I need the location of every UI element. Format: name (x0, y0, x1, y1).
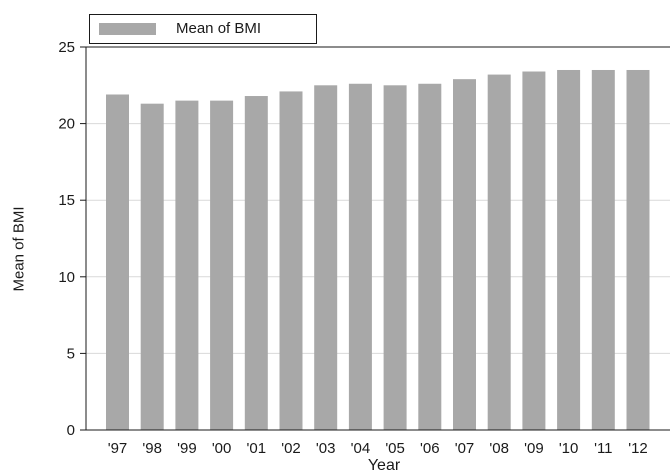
y-tick-label: 20 (58, 116, 75, 133)
bar (522, 71, 546, 431)
bar (140, 103, 164, 431)
bar (210, 100, 234, 431)
bar (487, 74, 511, 431)
x-tick-label: '12 (628, 440, 648, 457)
bar (279, 91, 303, 430)
bar (348, 83, 372, 430)
bar (106, 94, 129, 430)
x-tick-label: '08 (489, 440, 509, 457)
x-tick-label: '97 (108, 440, 128, 457)
bars (106, 69, 650, 431)
bar (383, 85, 407, 431)
x-tick-label: '04 (351, 440, 371, 457)
legend-swatch (99, 23, 156, 35)
y-tick-label: 10 (58, 269, 75, 286)
x-tick-label: '98 (142, 440, 162, 457)
x-tick-label: '05 (385, 440, 405, 457)
bar (591, 69, 615, 430)
gridlines (86, 46, 670, 354)
bar (626, 69, 650, 430)
x-axis-title: Year (367, 457, 401, 474)
y-tick-label: 5 (67, 345, 75, 362)
x-tick-label: '01 (247, 440, 267, 457)
x-tick-label: '11 (594, 440, 612, 457)
legend-label: Mean of BMI (176, 20, 262, 37)
x-tick-label: '06 (420, 440, 440, 457)
axes: 0 5 10 15 20 25 '97 '98 '99 '00 '01 '02 '03 '04 '05 '06… (58, 39, 670, 457)
bar (453, 79, 476, 430)
bar (244, 96, 268, 431)
x-tick-label: '00 (212, 440, 232, 457)
x-tick-label: '03 (316, 440, 336, 457)
bar (418, 83, 442, 430)
y-tick-label: 15 (58, 192, 75, 209)
x-tick-label: '10 (559, 440, 579, 457)
x-tick-label: '02 (281, 440, 301, 457)
bar (175, 100, 199, 431)
x-tick-label: '07 (455, 440, 475, 457)
y-tick-label: 0 (67, 422, 75, 439)
x-tick-label: '99 (177, 440, 197, 457)
legend: Mean of BMI (89, 14, 317, 44)
bar (557, 69, 581, 430)
y-tick-label: 25 (58, 39, 75, 56)
bar (314, 85, 338, 431)
x-tick-label: '09 (524, 440, 544, 457)
y-axis-title: Mean of BMI (10, 206, 28, 292)
